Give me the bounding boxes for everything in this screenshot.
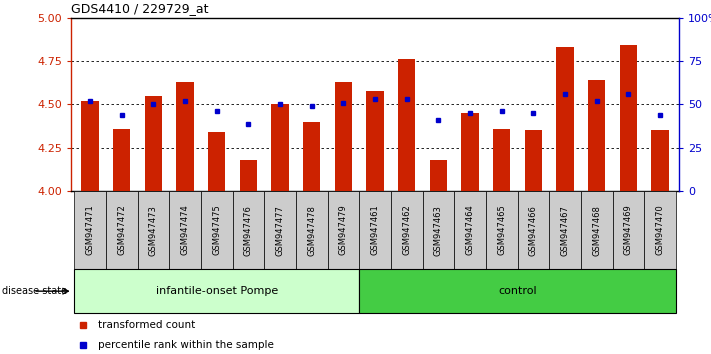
Text: transformed count: transformed count xyxy=(98,320,196,330)
Bar xyxy=(518,191,549,269)
Bar xyxy=(581,191,612,269)
Bar xyxy=(201,191,232,269)
Text: GSM947472: GSM947472 xyxy=(117,205,127,256)
Bar xyxy=(398,59,415,191)
Bar xyxy=(359,269,676,313)
Bar xyxy=(422,191,454,269)
Bar xyxy=(264,191,296,269)
Text: GSM947470: GSM947470 xyxy=(656,205,665,256)
Bar xyxy=(588,80,605,191)
Text: GSM947473: GSM947473 xyxy=(149,205,158,256)
Bar xyxy=(651,131,669,191)
Text: GSM947465: GSM947465 xyxy=(497,205,506,256)
Bar xyxy=(461,113,479,191)
Bar xyxy=(493,129,510,191)
Bar xyxy=(272,104,289,191)
Bar xyxy=(208,132,225,191)
Text: GSM947479: GSM947479 xyxy=(339,205,348,256)
Text: percentile rank within the sample: percentile rank within the sample xyxy=(98,340,274,350)
Bar xyxy=(176,82,194,191)
Text: GSM947461: GSM947461 xyxy=(370,205,380,256)
Text: GSM947464: GSM947464 xyxy=(466,205,474,256)
Bar xyxy=(644,191,676,269)
Bar xyxy=(556,47,574,191)
Text: disease state: disease state xyxy=(2,286,68,296)
Bar xyxy=(391,191,422,269)
Text: GSM947475: GSM947475 xyxy=(213,205,221,256)
Text: GSM947474: GSM947474 xyxy=(181,205,190,256)
Text: GSM947468: GSM947468 xyxy=(592,205,602,256)
Bar xyxy=(620,45,637,191)
Text: GDS4410 / 229729_at: GDS4410 / 229729_at xyxy=(71,2,208,15)
Text: GSM947476: GSM947476 xyxy=(244,205,253,256)
Bar xyxy=(366,91,384,191)
Text: GSM947467: GSM947467 xyxy=(560,205,570,256)
Bar xyxy=(232,191,264,269)
Bar xyxy=(81,101,99,191)
Bar xyxy=(113,129,130,191)
Bar xyxy=(525,131,542,191)
Text: GSM947471: GSM947471 xyxy=(85,205,95,256)
Text: GSM947462: GSM947462 xyxy=(402,205,411,256)
Text: control: control xyxy=(498,286,537,296)
Bar xyxy=(145,96,162,191)
Bar xyxy=(303,122,321,191)
Bar xyxy=(240,160,257,191)
Text: GSM947466: GSM947466 xyxy=(529,205,538,256)
Bar xyxy=(486,191,518,269)
Bar xyxy=(74,191,106,269)
Text: infantile-onset Pompe: infantile-onset Pompe xyxy=(156,286,278,296)
Bar xyxy=(429,160,447,191)
Text: GSM947469: GSM947469 xyxy=(624,205,633,256)
Bar xyxy=(138,191,169,269)
Bar xyxy=(612,191,644,269)
Text: GSM947478: GSM947478 xyxy=(307,205,316,256)
Bar xyxy=(328,191,359,269)
Bar xyxy=(74,269,359,313)
Bar xyxy=(549,191,581,269)
Text: GSM947477: GSM947477 xyxy=(276,205,284,256)
Bar xyxy=(106,191,138,269)
Text: GSM947463: GSM947463 xyxy=(434,205,443,256)
Bar xyxy=(454,191,486,269)
Bar xyxy=(169,191,201,269)
Bar xyxy=(296,191,328,269)
Bar xyxy=(335,82,352,191)
Bar xyxy=(359,191,391,269)
